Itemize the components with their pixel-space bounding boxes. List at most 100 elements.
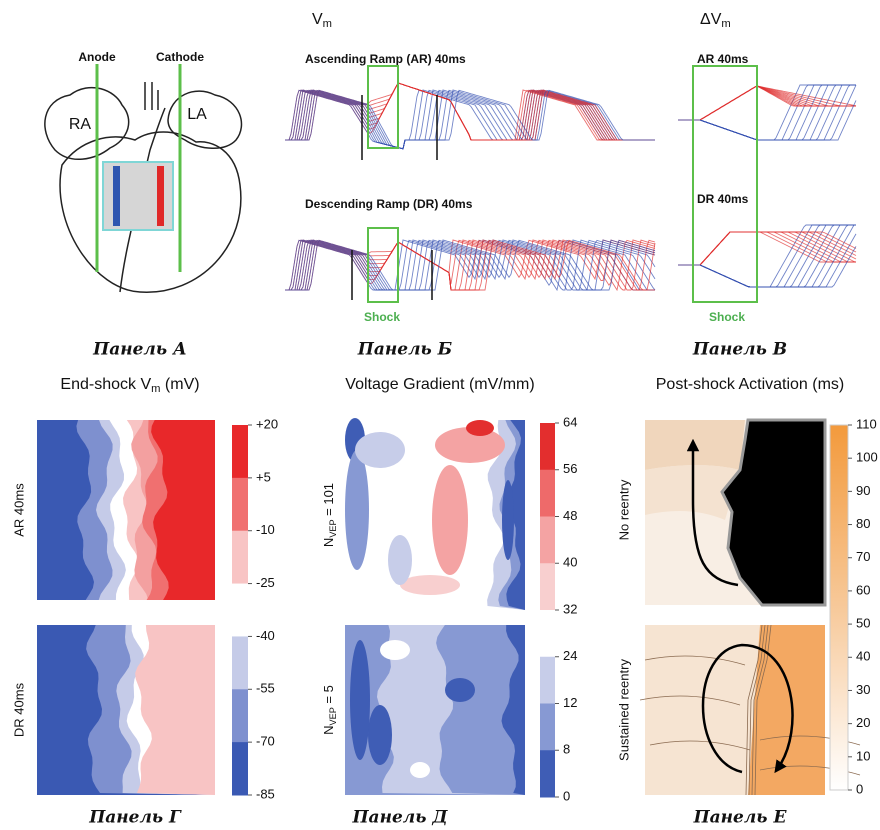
panel-c-heading: ΔVm — [700, 11, 731, 30]
colorbar-band — [540, 563, 555, 610]
la-label: LA — [187, 106, 207, 123]
colorbar-band — [540, 750, 555, 797]
trace-title: DR 40ms — [697, 192, 749, 206]
colorbar-tick-label: 0 — [856, 781, 863, 796]
colorbar-tick-label: -70 — [256, 734, 275, 749]
colorbar-tick-label: 90 — [856, 483, 870, 498]
colorbar-tick-label: +20 — [256, 416, 278, 431]
row-label-part: VEP — [328, 707, 338, 725]
contour-patch — [388, 535, 412, 585]
contour-patch — [345, 450, 369, 570]
trace-title: AR 40ms — [697, 52, 749, 66]
row-label: AR 40ms — [11, 483, 26, 537]
shock-window — [368, 228, 398, 302]
colorbar-band — [232, 636, 248, 689]
contour-patch — [445, 678, 475, 702]
colorbar-tick-label: 24 — [563, 648, 577, 663]
colorbar-band — [232, 689, 248, 742]
colorbar-tick-label: 12 — [563, 695, 577, 710]
colorbar-tick-label: 100 — [856, 450, 878, 465]
colorbar-tick-label: 70 — [856, 549, 870, 564]
row-label-part: N — [321, 538, 336, 547]
panel-label: Панель А — [92, 340, 187, 360]
colorbar-tick-label: 0 — [563, 788, 570, 803]
colorbar-tick-label: -40 — [256, 628, 275, 643]
cathode-label: Cathode — [156, 50, 204, 64]
shock-label: Shock — [364, 310, 400, 324]
colorbar-tick-label: 56 — [563, 461, 577, 476]
colorbar-band — [232, 584, 248, 637]
colorbar-tick-label: 80 — [856, 516, 870, 531]
colorbar-tick-label: +5 — [256, 469, 271, 484]
trace — [678, 85, 856, 140]
panel-d-title-part: m — [151, 383, 160, 395]
colorbar-band — [232, 425, 248, 478]
row-label: NVEP = 5 — [321, 685, 338, 735]
row-label-part: = 5 — [321, 685, 336, 707]
row-label-part: N — [321, 725, 336, 734]
panel-e-title: Voltage Gradient (mV/mm) — [345, 376, 534, 393]
activation-region — [748, 625, 825, 795]
row-label: NVEP = 101 — [321, 483, 338, 547]
trace-title: Ascending Ramp (AR) 40ms — [305, 52, 466, 66]
colorbar-tick-label: 30 — [856, 682, 870, 697]
trace — [678, 225, 856, 287]
colorbar — [830, 425, 848, 790]
colorbar-band — [540, 470, 555, 517]
contour-patch — [432, 465, 468, 575]
colorbar-tick-label: 64 — [563, 414, 577, 429]
panel-label: Панель В — [692, 340, 787, 360]
shock-window — [368, 66, 398, 148]
colorbar-band — [232, 478, 248, 531]
panel-label: Панель Б — [357, 340, 453, 360]
contour-patch — [502, 480, 514, 560]
contour-patch — [355, 432, 405, 468]
colorbar-band — [540, 610, 555, 657]
colorbar-tick-label: -10 — [256, 522, 275, 537]
anode-label: Anode — [78, 50, 116, 64]
row-label: Sustained reentry — [616, 659, 631, 761]
panel-label: Панель Е — [693, 808, 788, 828]
contour-patch — [410, 762, 430, 778]
contour-patch — [350, 640, 370, 760]
colorbar-band — [232, 742, 248, 795]
panel-f-title: Post-shock Activation (ms) — [656, 376, 845, 393]
panel-d-title-part: (mV) — [160, 376, 199, 393]
contour-patch — [368, 705, 392, 765]
panel-label: Панель Г — [88, 808, 182, 828]
colorbar-tick-label: 8 — [563, 742, 570, 757]
colorbar-tick-label: -85 — [256, 786, 275, 801]
row-label-part: VEP — [328, 519, 338, 537]
colorbar-tick-label: 10 — [856, 748, 870, 763]
colorbar-tick-label: -55 — [256, 681, 275, 696]
activation-region — [645, 420, 745, 470]
row-label: No reentry — [616, 479, 631, 540]
panel-b-heading-part: V — [312, 11, 323, 28]
colorbar-band — [540, 517, 555, 564]
panel-c-heading-part: ΔV — [700, 11, 722, 28]
colorbar-tick-label: 40 — [856, 649, 870, 664]
colorbar-band — [540, 423, 555, 470]
colorbar-tick-label: 20 — [856, 715, 870, 730]
ra-label: RA — [69, 116, 92, 133]
contour-patch — [466, 420, 494, 436]
contour-patch — [380, 640, 410, 660]
panel-d-title: End-shock Vm (mV) — [60, 376, 199, 395]
figure: Anode Cathode RA LA Панель А Панель Б Пане… — [0, 0, 880, 830]
blue-electrode — [113, 166, 120, 226]
shock-label: Shock — [709, 310, 745, 324]
panel-label: Панель Д — [352, 808, 449, 828]
row-label-part: = 101 — [321, 483, 336, 520]
panel-b-heading: Vm — [312, 11, 332, 30]
row-label: DR 40ms — [11, 682, 26, 737]
colorbar-tick-label: 40 — [563, 555, 577, 570]
colorbar-tick-label: 110 — [856, 416, 877, 431]
colorbar-tick-label: -25 — [256, 575, 275, 590]
colorbar-tick-label: 60 — [856, 582, 870, 597]
colorbar-tick-label: 50 — [856, 616, 870, 631]
red-electrode — [157, 166, 164, 226]
panel-d-title-part: End-shock V — [60, 376, 151, 393]
colorbar-tick-label: 48 — [563, 508, 577, 523]
colorbar-band — [540, 657, 555, 704]
panel-b-heading-part: m — [323, 18, 332, 30]
